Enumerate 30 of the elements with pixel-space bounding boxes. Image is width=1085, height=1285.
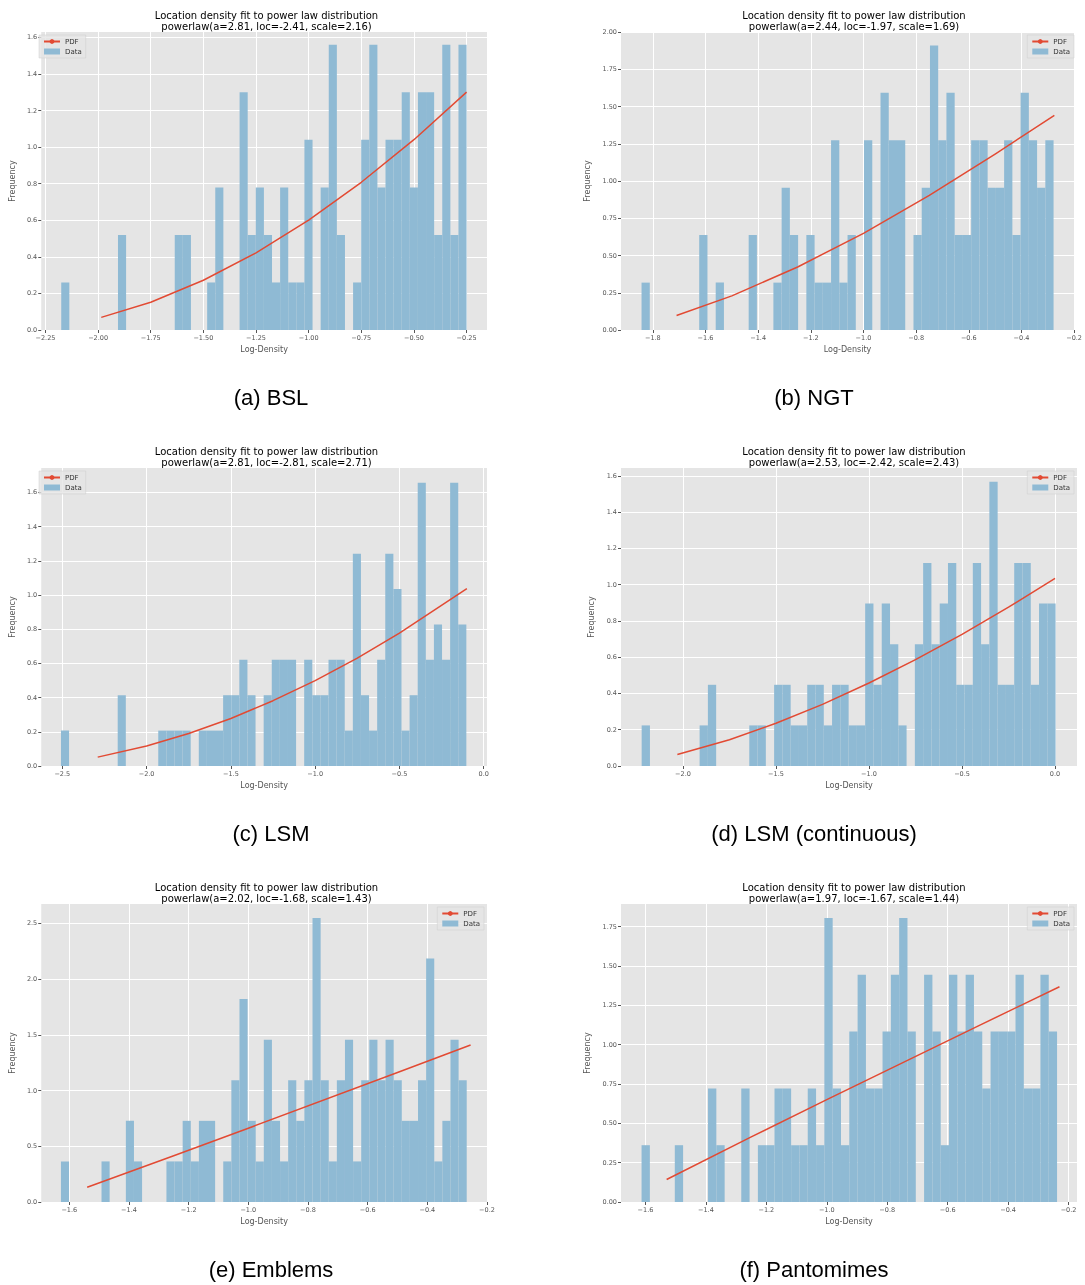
- y-axis-title: Frequency: [7, 160, 17, 202]
- chart-subtitle: powerlaw(a=2.02, loc=-1.68, scale=1.43): [161, 892, 372, 904]
- chart-title: Location density fit to power law distribution: [154, 445, 379, 457]
- text: (d) LSM (continuous): [711, 820, 917, 846]
- y-axis-title: Frequency: [7, 1032, 17, 1074]
- chart-title: Location density fit to power law distribution: [154, 881, 379, 893]
- text: (f) Pantomimes: [739, 1256, 889, 1282]
- x-axis-title: Log-Density: [240, 781, 289, 791]
- y-axis-title: Frequency: [583, 160, 593, 202]
- chart-subtitle: powerlaw(a=1.97, loc=-1.67, scale=1.44): [748, 892, 960, 904]
- chart-subtitle: powerlaw(a=2.81, loc=-2.81, scale=2.71): [161, 456, 372, 468]
- x-axis-title: Log-Density: [240, 345, 289, 355]
- x-axis-title: Log-Density: [825, 1217, 874, 1227]
- chart-subtitle: powerlaw(a=2.81, loc=-2.41, scale=2.16): [161, 20, 372, 32]
- chart-subtitle: powerlaw(a=2.53, loc=-2.42, scale=2.43): [748, 456, 960, 468]
- text: (c) LSM: [232, 820, 310, 846]
- text: (b) NGT: [774, 384, 854, 410]
- text: (a) BSL: [233, 384, 309, 410]
- chart-title: Location density fit to power law distribution: [742, 881, 966, 893]
- x-axis-title: Log-Density: [825, 781, 874, 791]
- y-axis-title: Frequency: [583, 1032, 593, 1074]
- chart-title: Location density fit to power law distribution: [154, 9, 379, 21]
- chart-title: Location density fit to power law distribution: [742, 9, 966, 21]
- x-axis-title: Log-Density: [823, 345, 872, 355]
- x-axis-title: Log-Density: [240, 1217, 289, 1227]
- y-axis-title: Frequency: [7, 596, 17, 638]
- y-axis-title: Frequency: [587, 596, 597, 638]
- chart-title: Location density fit to power law distribution: [742, 445, 966, 457]
- chart-subtitle: powerlaw(a=2.44, loc=-1.97, scale=1.69): [748, 20, 960, 32]
- text: (e) Emblems: [208, 1256, 334, 1282]
